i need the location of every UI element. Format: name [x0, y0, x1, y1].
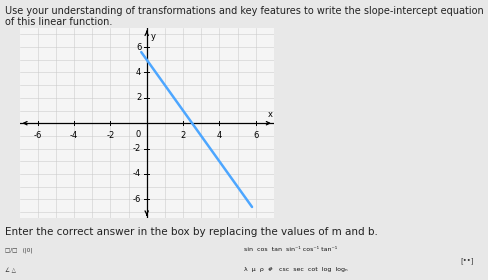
Text: -6: -6 — [133, 195, 141, 204]
Text: 4: 4 — [136, 68, 141, 77]
Text: □/□   (|0|: □/□ (|0| — [5, 248, 32, 253]
Text: -4: -4 — [133, 169, 141, 178]
Text: -2: -2 — [106, 131, 114, 140]
Text: λ  μ  ρ  #   csc  sec  cot  log  logₙ: λ μ ρ # csc sec cot log logₙ — [244, 267, 347, 272]
Text: 0: 0 — [135, 130, 140, 139]
Text: -2: -2 — [133, 144, 141, 153]
Text: ∠ △: ∠ △ — [5, 267, 16, 273]
Text: sin  cos  tan  sin⁻¹ cos⁻¹ tan⁻¹: sin cos tan sin⁻¹ cos⁻¹ tan⁻¹ — [244, 247, 337, 252]
Text: Enter the correct answer in the box by replacing the values of m and b.: Enter the correct answer in the box by r… — [5, 227, 377, 237]
Text: [••]: [••] — [460, 257, 473, 264]
Text: 2: 2 — [136, 93, 141, 102]
Text: 2: 2 — [180, 131, 185, 140]
Text: y: y — [151, 32, 156, 41]
Text: Use your understanding of transformations and key features to write the slope-in: Use your understanding of transformation… — [5, 6, 483, 27]
Text: x: x — [267, 110, 272, 119]
Text: 6: 6 — [252, 131, 258, 140]
Text: 4: 4 — [216, 131, 222, 140]
Text: -4: -4 — [70, 131, 78, 140]
Text: 6: 6 — [136, 43, 141, 52]
Text: -6: -6 — [34, 131, 42, 140]
